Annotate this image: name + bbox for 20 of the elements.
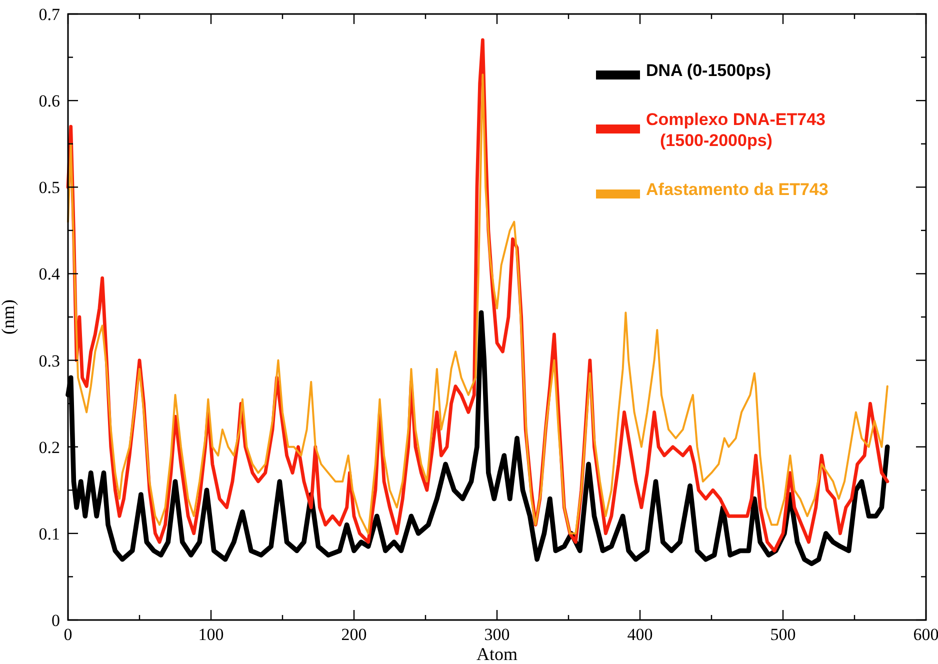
x-tick-label: 600 bbox=[913, 625, 938, 644]
x-tick-label: 200 bbox=[341, 625, 367, 644]
x-tick-label: 300 bbox=[484, 625, 510, 644]
y-tick-label: 0.2 bbox=[38, 438, 60, 457]
y-tick-label: 0.7 bbox=[38, 5, 60, 24]
y-tick-label: 0.3 bbox=[38, 351, 60, 370]
x-axis-title: Atom bbox=[476, 644, 518, 664]
legend-label: DNA (0-1500ps) bbox=[646, 61, 772, 80]
y-tick-label: 0.6 bbox=[38, 92, 60, 111]
y-tick-label: 0.5 bbox=[38, 178, 60, 198]
y-tick-label: 0.1 bbox=[38, 524, 60, 544]
x-tick-label: 500 bbox=[770, 625, 796, 644]
x-tick-label: 0 bbox=[64, 625, 72, 644]
x-tick-label: 400 bbox=[627, 625, 653, 644]
y-axis-title: (nm) bbox=[0, 300, 18, 334]
y-tick-label: 0.4 bbox=[38, 264, 60, 284]
y-tick-label: 0 bbox=[52, 611, 60, 630]
legend-label: Complexo DNA-ET743 (1500-2000ps) bbox=[646, 110, 826, 150]
legend-label: Afastamento da ET743 bbox=[646, 180, 828, 199]
x-tick-label: 100 bbox=[198, 625, 224, 644]
